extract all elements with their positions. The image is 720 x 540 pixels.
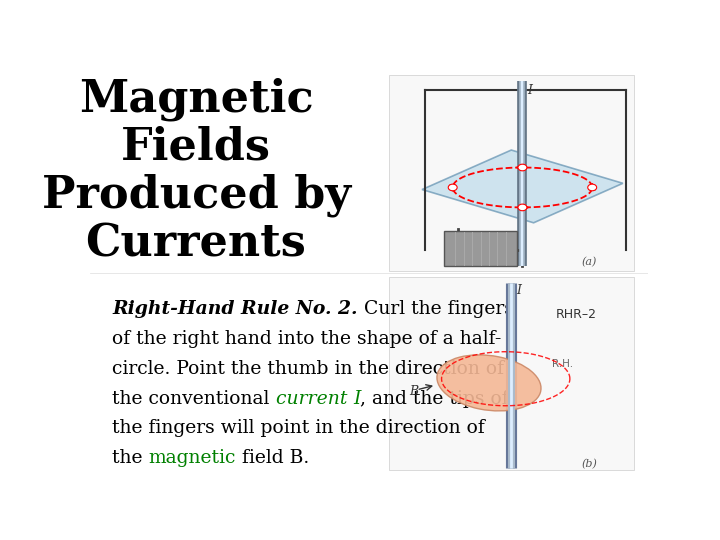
Circle shape: [588, 184, 597, 191]
Text: R.H.: R.H.: [552, 359, 573, 369]
Text: magnetic: magnetic: [149, 449, 236, 468]
Bar: [444, 231, 517, 266]
Text: RHR–2: RHR–2: [556, 308, 597, 321]
Text: I: I: [353, 389, 361, 408]
Text: , and the tips of: , and the tips of: [361, 389, 509, 408]
Text: of the right hand into the shape of a half-: of the right hand into the shape of a ha…: [112, 329, 502, 348]
Text: Right-Hand Rule No. 2.: Right-Hand Rule No. 2.: [112, 300, 358, 318]
Text: I: I: [527, 84, 532, 97]
Text: the conventional: the conventional: [112, 389, 276, 408]
Text: circle. Point the thumb in the direction of: circle. Point the thumb in the direction…: [112, 360, 504, 377]
Ellipse shape: [437, 355, 541, 411]
Bar: [389, 75, 634, 271]
Text: (b): (b): [581, 458, 597, 469]
Text: B: B: [409, 384, 418, 397]
Circle shape: [518, 204, 527, 211]
Polygon shape: [422, 150, 623, 223]
Text: the: the: [112, 449, 149, 468]
Text: (a): (a): [581, 258, 596, 268]
Circle shape: [449, 184, 457, 191]
Circle shape: [518, 164, 527, 171]
Text: I: I: [516, 285, 521, 298]
Text: Curl the fingers: Curl the fingers: [358, 300, 513, 318]
Bar: [389, 277, 634, 470]
Text: the fingers will point in the direction of: the fingers will point in the direction …: [112, 420, 485, 437]
Text: Magnetic
Fields
Produced by
Currents: Magnetic Fields Produced by Currents: [42, 77, 351, 266]
Text: current: current: [276, 389, 353, 408]
Text: field B.: field B.: [236, 449, 310, 468]
